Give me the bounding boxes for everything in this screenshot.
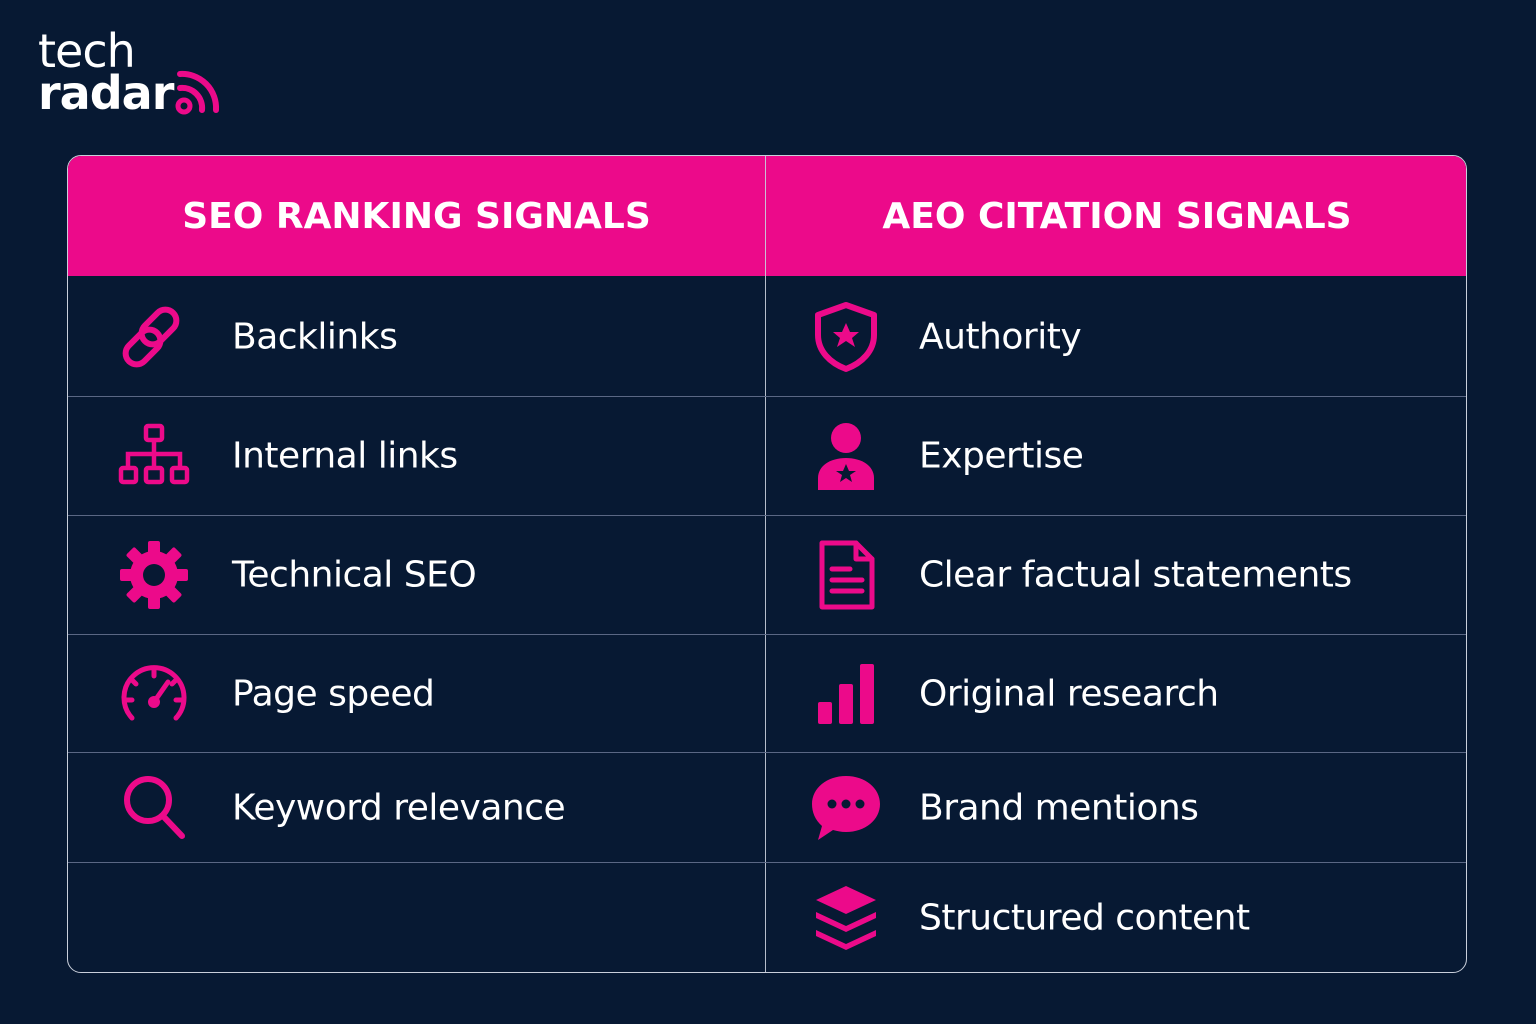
document-icon	[819, 540, 875, 610]
speedometer-icon	[121, 664, 187, 720]
seo-signal-label: Technical SEO	[232, 554, 477, 596]
shield-star-icon	[815, 301, 877, 372]
aeo-signal-row: Original research	[68, 635, 1466, 752]
aeo-signal-row: Expertise	[68, 397, 1466, 515]
aeo-signal-label: Brand mentions	[919, 787, 1199, 828]
aeo-signal-row: Structured content	[68, 863, 1466, 972]
layers-icon	[816, 886, 876, 950]
row-divider	[68, 634, 1466, 635]
aeo-signal-label: Authority	[919, 316, 1082, 357]
aeo-signal-row: Brand mentions	[68, 753, 1466, 862]
aeo-signal-label: Original research	[919, 673, 1219, 714]
seo-signal-row: Keyword relevance	[68, 753, 765, 862]
seo-signal-label: Internal links	[232, 435, 458, 477]
aeo-signal-label: Structured content	[919, 897, 1250, 939]
seo-signal-label: Page speed	[232, 673, 435, 714]
link-icon	[122, 306, 180, 367]
aeo-signal-row: Authority	[68, 277, 1466, 396]
seo-signal-row: Technical SEO	[68, 516, 765, 634]
row-divider	[68, 515, 1466, 516]
seo-signal-row: Internal links	[68, 397, 765, 515]
gear-icon	[120, 541, 188, 609]
seo-signal-label: Backlinks	[232, 316, 398, 357]
signals-comparison-table: SEO RANKING SIGNALS AEO CITATION SIGNALS…	[67, 155, 1467, 973]
techradar-logo: tech radar	[38, 28, 238, 124]
seo-signal-row: Page speed	[68, 635, 765, 752]
seo-signal-row: Backlinks	[68, 277, 765, 396]
radar-signal-icon	[175, 70, 220, 115]
expert-user-icon	[818, 423, 874, 490]
search-icon	[124, 775, 185, 839]
sitemap-icon	[118, 423, 190, 485]
aeo-signal-label: Clear factual statements	[919, 554, 1352, 596]
aeo-signal-label: Expertise	[919, 435, 1084, 477]
chat-bubble-icon	[812, 775, 880, 840]
logo-text-tech: tech	[38, 24, 136, 78]
seo-column-header: SEO RANKING SIGNALS	[182, 195, 651, 237]
table-header: SEO RANKING SIGNALS AEO CITATION SIGNALS	[68, 156, 1466, 276]
row-divider	[68, 862, 1466, 863]
logo-text-radar: radar	[38, 66, 174, 120]
aeo-signal-row: Clear factual statements	[68, 516, 1466, 634]
column-divider	[765, 156, 766, 972]
seo-signal-label: Keyword relevance	[232, 787, 566, 828]
aeo-column-header: AEO CITATION SIGNALS	[882, 195, 1352, 237]
row-divider	[68, 396, 1466, 397]
row-divider	[68, 752, 1466, 753]
bar-chart-icon	[818, 663, 874, 724]
